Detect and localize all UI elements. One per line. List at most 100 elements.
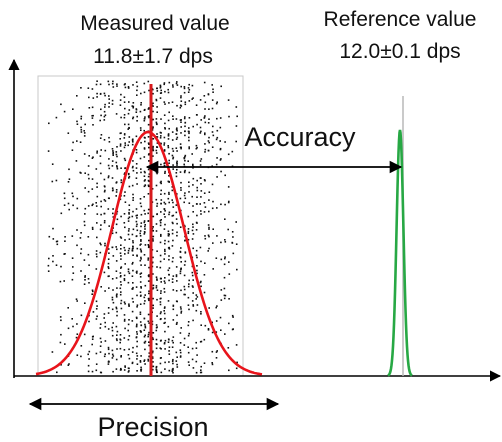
measurement-point <box>148 266 150 269</box>
measurement-point <box>164 306 166 308</box>
measurement-point <box>132 193 134 196</box>
measurement-point <box>139 202 142 205</box>
accuracy-label: Accuracy <box>244 122 356 152</box>
measurement-point <box>168 102 170 104</box>
measurement-point <box>172 362 174 365</box>
measurement-point <box>107 360 110 363</box>
measurement-point <box>192 223 194 226</box>
measurement-point <box>180 105 183 107</box>
measurement-point <box>147 115 150 118</box>
measurement-point <box>92 311 95 313</box>
measurement-point <box>136 85 139 88</box>
measurement-point <box>139 273 142 275</box>
measurement-point <box>204 101 207 104</box>
measurement-point <box>88 96 90 99</box>
measurement-point <box>179 171 182 173</box>
measurement-point <box>80 270 82 272</box>
measurement-point <box>140 104 142 106</box>
measurement-point <box>152 338 154 341</box>
measurement-point <box>75 336 78 339</box>
measurement-point <box>84 276 86 278</box>
measurement-point <box>128 335 131 337</box>
measurement-point <box>104 325 107 328</box>
measurement-point <box>119 281 122 283</box>
measurement-point <box>172 206 175 208</box>
measurement-point <box>200 324 202 326</box>
measurement-point <box>124 142 126 144</box>
measurement-point <box>136 183 138 185</box>
measurement-point <box>48 235 51 238</box>
measurement-point <box>127 173 130 176</box>
measurement-point <box>120 267 122 269</box>
measurement-point <box>183 171 186 174</box>
measurement-point <box>187 324 190 327</box>
measurement-point <box>196 269 198 272</box>
measurement-point <box>180 181 182 184</box>
measurement-point <box>124 303 126 305</box>
measurement-point <box>216 136 219 139</box>
measurement-point <box>168 152 170 155</box>
measurement-point <box>183 274 186 277</box>
measurement-point <box>111 148 114 150</box>
measurement-point <box>140 141 142 144</box>
measurement-point <box>123 213 126 215</box>
measurement-point <box>131 362 134 365</box>
measurement-point <box>115 191 118 193</box>
measurement-point <box>144 348 146 351</box>
measurement-point <box>215 306 217 309</box>
measurement-point <box>127 281 130 284</box>
measurement-point <box>80 117 82 120</box>
measurement-point <box>128 367 130 370</box>
measurement-point <box>180 85 182 88</box>
measurement-point <box>144 244 147 246</box>
measurement-point <box>72 266 74 268</box>
measurement-point <box>131 310 134 313</box>
measurement-point <box>211 363 214 366</box>
measurement-point <box>156 289 159 291</box>
measurement-point <box>139 303 142 305</box>
measurement-point <box>180 146 182 149</box>
measurement-point <box>163 213 165 215</box>
measurement-point <box>156 202 159 205</box>
measurement-point <box>151 127 154 130</box>
measurement-point <box>124 167 126 170</box>
measurement-point <box>160 135 162 137</box>
measurement-point <box>160 199 163 201</box>
measurement-point <box>131 275 134 277</box>
measurement-point <box>136 89 138 92</box>
measurement-point <box>96 182 98 185</box>
measurement-point <box>127 249 130 252</box>
measurement-point <box>200 196 202 198</box>
measurement-point <box>216 129 219 132</box>
measurement-point <box>143 342 146 344</box>
measurement-point <box>155 98 158 101</box>
measurement-point <box>159 219 162 222</box>
measurement-point <box>116 334 118 336</box>
measurement-point <box>127 270 130 273</box>
measurement-point <box>163 149 166 151</box>
measurement-point <box>112 322 114 324</box>
measurement-point <box>164 317 166 320</box>
measurement-point <box>227 201 230 204</box>
measurement-point <box>152 361 154 363</box>
measurement-point <box>147 358 149 361</box>
measurement-point <box>147 320 150 323</box>
measurement-point <box>99 162 102 165</box>
measurement-point <box>163 201 166 204</box>
measurement-point <box>159 97 162 99</box>
measurement-point <box>151 357 154 359</box>
precision-label: Precision <box>97 412 208 442</box>
measurement-point <box>88 350 91 353</box>
measurement-point <box>160 235 162 237</box>
measurement-point <box>119 252 122 254</box>
measurement-point <box>164 122 166 125</box>
measurement-point <box>127 230 130 232</box>
measurement-point <box>143 196 145 198</box>
measurement-point <box>155 121 158 124</box>
measurement-point <box>123 279 126 282</box>
measurement-point <box>196 179 198 182</box>
measurement-point <box>224 218 226 220</box>
measurement-point <box>163 342 166 345</box>
measurement-point <box>179 351 182 354</box>
measurement-point <box>192 177 195 180</box>
